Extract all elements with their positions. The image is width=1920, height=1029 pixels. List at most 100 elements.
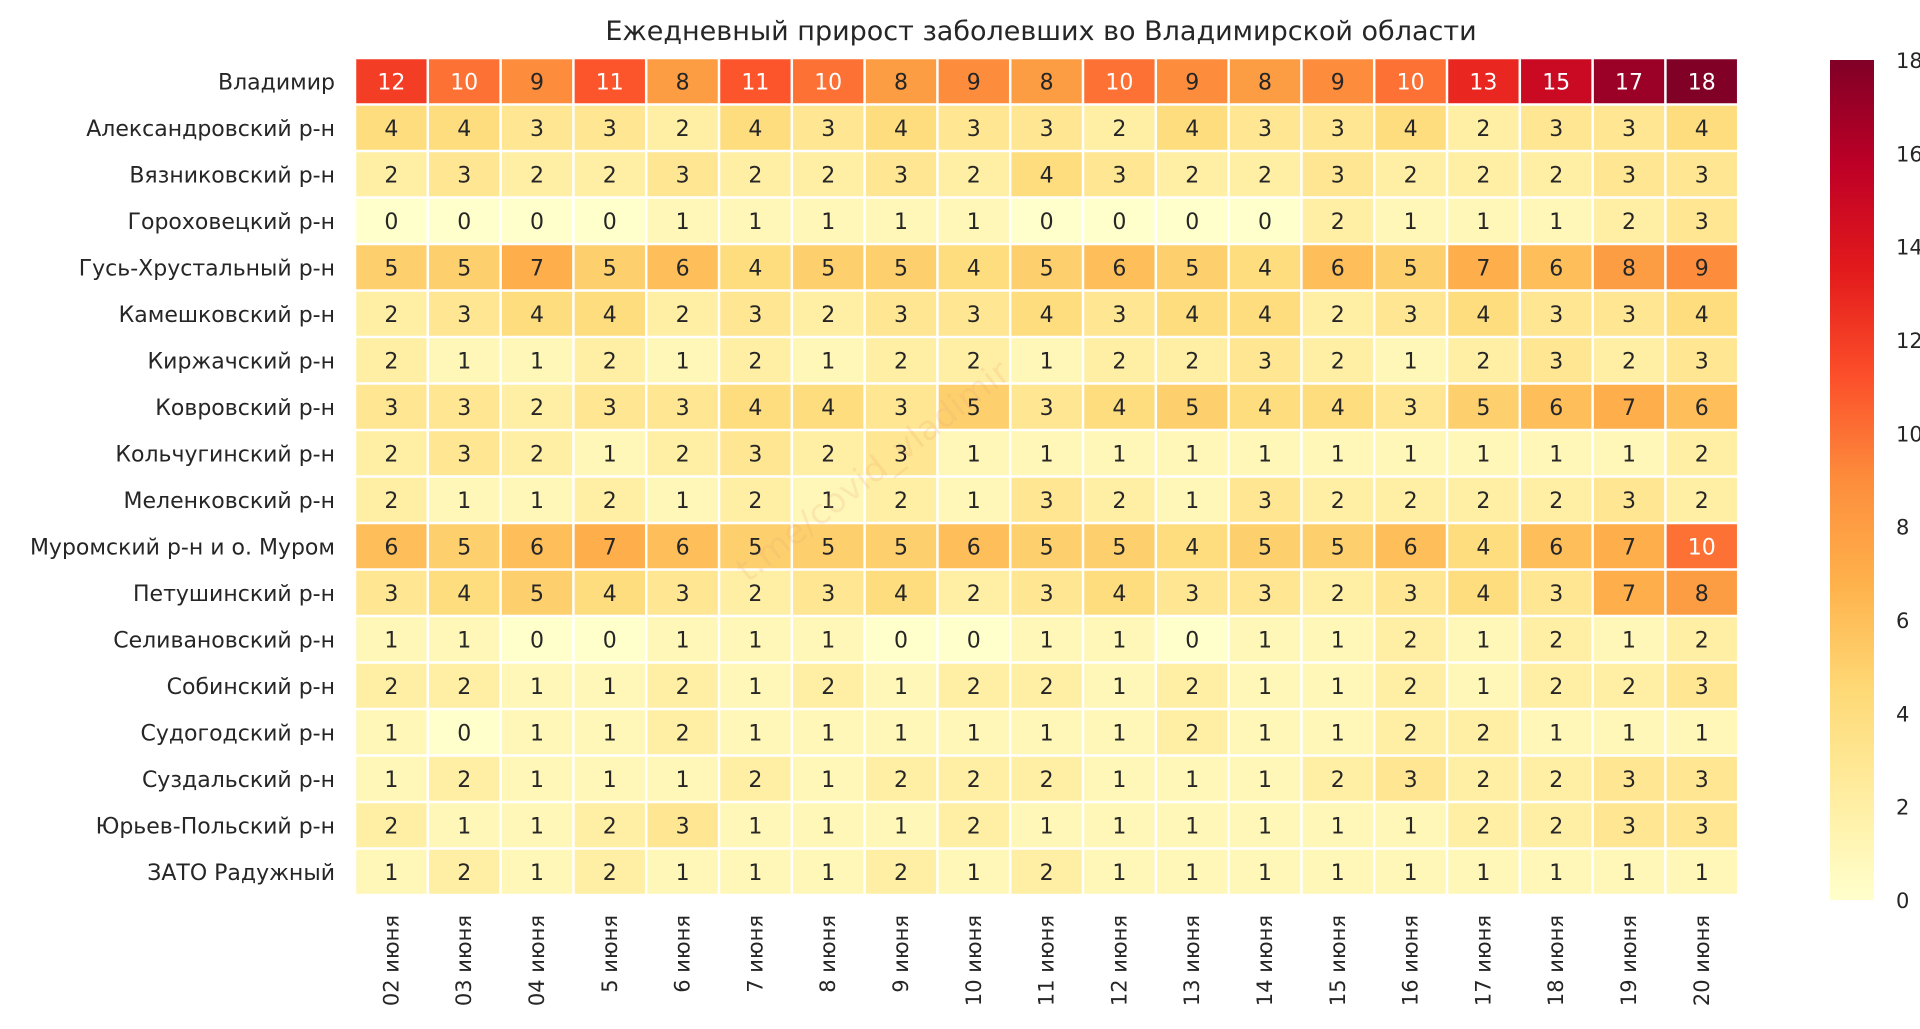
heatmap-cell — [865, 198, 937, 243]
cell-value-label: 2 — [967, 675, 981, 700]
heatmap-cell — [1375, 663, 1446, 708]
heatmap-cell — [574, 570, 645, 615]
cell-value-label: 1 — [530, 489, 544, 514]
heatmap-cell — [1448, 570, 1519, 615]
cell-value-label: 2 — [676, 442, 690, 467]
cell-value-label: 1 — [748, 814, 762, 839]
heatmap-cell — [356, 198, 427, 243]
cell-value-label: 2 — [603, 489, 617, 514]
cell-value-label: 1 — [1695, 721, 1709, 746]
heatmap-cell — [1084, 849, 1155, 894]
heatmap-cell — [429, 803, 500, 848]
heatmap-cell — [1157, 710, 1228, 755]
cell-value-label: 2 — [748, 489, 762, 514]
heatmap-cell — [1157, 663, 1228, 708]
heatmap-cell — [429, 198, 500, 243]
cell-value-label: 0 — [457, 210, 471, 235]
heatmap-cell — [720, 431, 791, 476]
cell-value-label: 4 — [1112, 582, 1126, 607]
heatmap-cell — [1593, 803, 1665, 848]
cell-value-label: 1 — [1112, 628, 1126, 653]
heatmap-cell — [1448, 803, 1519, 848]
row-label: Вязниковский р-н — [129, 163, 335, 188]
row-label: Юрьев-Польский р-н — [96, 814, 335, 839]
cell-value-label: 5 — [1331, 535, 1345, 560]
cell-value-label: 9 — [967, 70, 981, 95]
cell-value-label: 4 — [384, 117, 398, 142]
cell-value-label: 2 — [1622, 210, 1636, 235]
cell-value-label: 6 — [676, 256, 690, 281]
cell-value-label: 1 — [1258, 675, 1272, 700]
heatmap-cell — [647, 59, 718, 104]
cell-value-label: 5 — [603, 256, 617, 281]
cell-value-label: 1 — [1476, 628, 1490, 653]
heatmap-cell — [1593, 59, 1665, 104]
heatmap-cell — [1157, 803, 1228, 848]
cell-value-label: 1 — [676, 210, 690, 235]
heatmap-cell — [1375, 384, 1446, 429]
cell-value-label: 1 — [1331, 861, 1345, 886]
heatmap-cell — [1375, 570, 1446, 615]
cell-value-label: 3 — [457, 303, 471, 328]
heatmap-cell — [356, 849, 427, 894]
cell-value-label: 5 — [967, 396, 981, 421]
heatmap-cell — [793, 384, 864, 429]
heatmap-cell — [1229, 431, 1301, 476]
cell-value-label: 2 — [1331, 489, 1345, 514]
column-label: 02 июня — [379, 915, 403, 1006]
heatmap-cell — [1521, 524, 1592, 569]
cell-value-label: 1 — [1404, 442, 1418, 467]
cell-value-label: 1 — [1331, 628, 1345, 653]
cell-value-label: 4 — [1185, 117, 1199, 142]
column-label: 10 июня — [962, 915, 986, 1006]
heatmap-cell — [647, 338, 718, 383]
heatmap-cell — [574, 524, 645, 569]
cell-value-label: 7 — [603, 535, 617, 560]
heatmap-cell — [1084, 291, 1155, 336]
cell-value-label: 3 — [894, 303, 908, 328]
cell-value-label: 1 — [1476, 861, 1490, 886]
heatmap-cell — [1666, 291, 1737, 336]
heatmap-cell — [793, 477, 864, 522]
cell-value-label: 7 — [1622, 396, 1636, 421]
heatmap-cell — [1157, 105, 1228, 150]
heatmap-cell — [720, 710, 791, 755]
heatmap-cell — [1375, 291, 1446, 336]
cell-value-label: 1 — [967, 442, 981, 467]
heatmap-cell — [793, 617, 864, 662]
heatmap-cell — [1229, 803, 1301, 848]
heatmap-cell — [501, 477, 573, 522]
cell-value-label: 1 — [821, 210, 835, 235]
heatmap-cell — [1448, 384, 1519, 429]
heatmap-cell — [1666, 570, 1737, 615]
cell-value-label: 7 — [530, 256, 544, 281]
cell-value-label: 1 — [1185, 442, 1199, 467]
cell-value-label: 2 — [1695, 489, 1709, 514]
cell-value-label: 2 — [894, 861, 908, 886]
heatmap-cell — [1011, 570, 1082, 615]
cell-value-label: 11 — [741, 70, 769, 95]
cell-value-label: 3 — [1695, 210, 1709, 235]
cell-value-label: 2 — [384, 675, 398, 700]
heatmap-cell — [1666, 338, 1737, 383]
heatmap-cell — [793, 710, 864, 755]
heatmap-cell — [1666, 756, 1737, 801]
heatmap-cell — [1666, 384, 1737, 429]
cell-value-label: 5 — [530, 582, 544, 607]
heatmap-cell — [1084, 384, 1155, 429]
heatmap-cell — [720, 198, 791, 243]
heatmap-cell — [720, 477, 791, 522]
heatmap-cell — [1666, 710, 1737, 755]
heatmap-cell — [1084, 803, 1155, 848]
heatmap-cell — [1084, 663, 1155, 708]
cell-value-label: 11 — [596, 70, 624, 95]
cell-value-label: 2 — [530, 396, 544, 421]
cell-value-label: 2 — [1476, 163, 1490, 188]
heatmap-cell — [720, 105, 791, 150]
cell-value-label: 4 — [1331, 396, 1345, 421]
heatmap-cell — [793, 756, 864, 801]
cell-value-label: 4 — [1185, 535, 1199, 560]
heatmap-cell — [574, 291, 645, 336]
cell-value-label: 1 — [1622, 721, 1636, 746]
heatmap-cell — [1375, 431, 1446, 476]
